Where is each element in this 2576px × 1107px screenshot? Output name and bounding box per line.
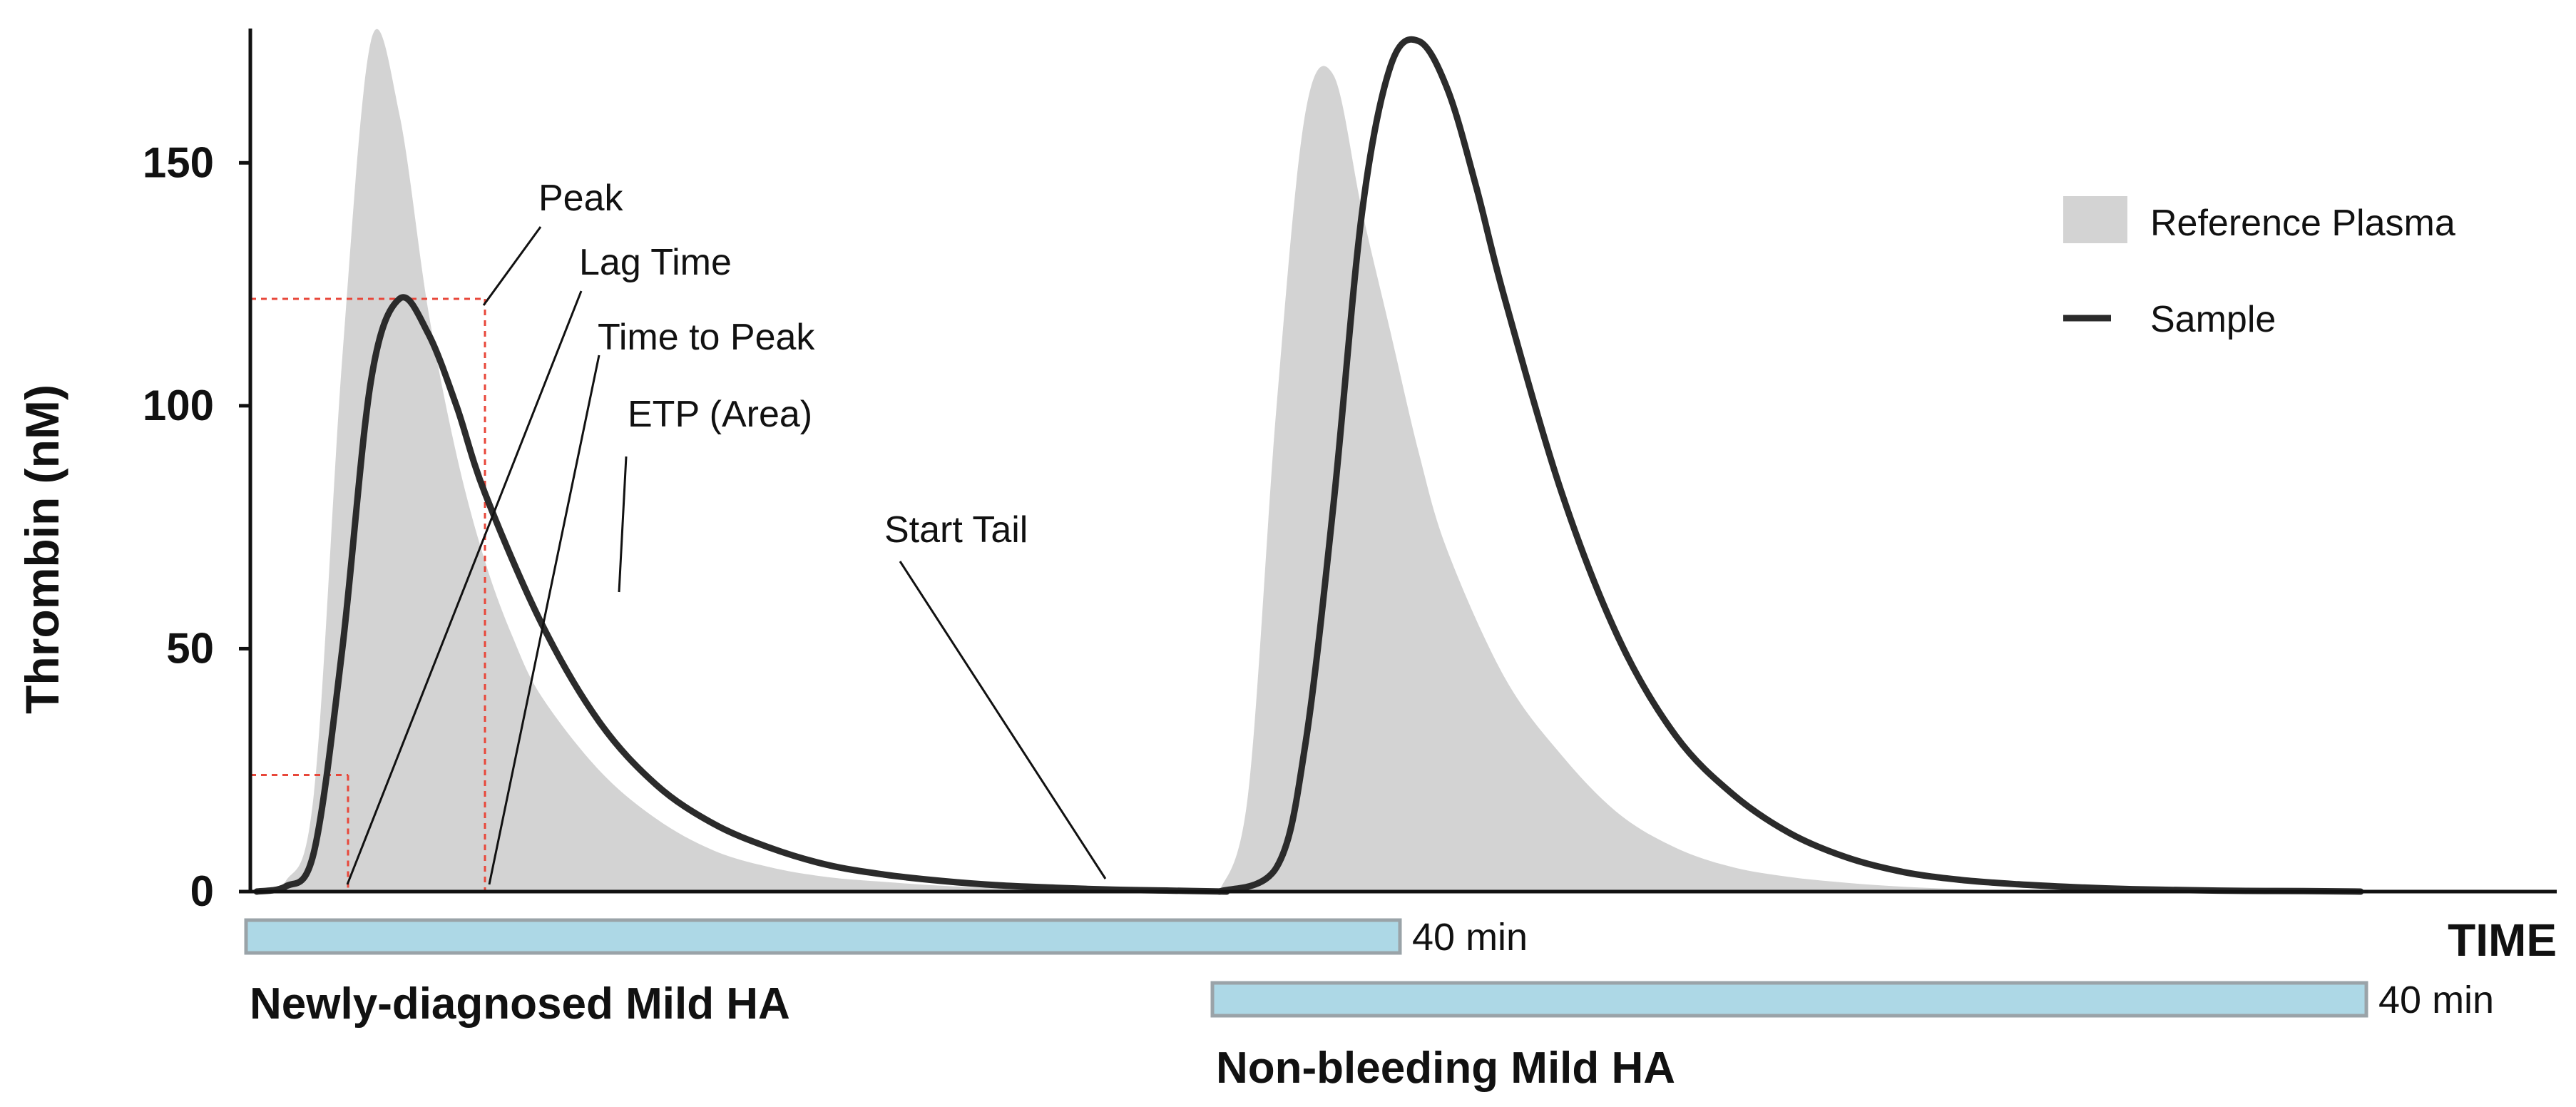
etp-leader-line — [618, 456, 628, 593]
duration-label-newly-diagnosed: 40 min — [1412, 916, 1528, 959]
duration-bar-newly-diagnosed — [244, 918, 1402, 955]
annotations — [346, 226, 1107, 885]
reference-plasma-areas — [257, 29, 2361, 892]
reference-plasma-area-panel-2 — [1220, 66, 2361, 892]
sample-curves — [253, 36, 2364, 895]
legend-label-sample: Sample — [2150, 299, 2276, 340]
y-tick-label-50: 50 — [166, 624, 214, 672]
guide-lines — [250, 297, 486, 892]
sample-curve-panel-1 — [253, 294, 1230, 895]
lag-time-label: Lag Time — [579, 242, 732, 283]
peak-label: Peak — [538, 178, 624, 219]
y-tick-label-100: 100 — [143, 382, 214, 429]
y-tick-label-0: 0 — [190, 867, 214, 915]
reference-plasma-area-panel-1 — [257, 29, 1398, 892]
legend: Reference Plasma Sample — [2063, 196, 2455, 340]
start-tail-label: Start Tail — [884, 509, 1028, 551]
time-to-peak-label: Time to Peak — [598, 317, 815, 358]
sample-curve-panel-2 — [1216, 36, 2364, 895]
lag-time-leader-line — [346, 290, 583, 885]
duration-bar-non-bleeding — [1210, 981, 2368, 1018]
peak-leader-line — [482, 226, 542, 306]
etp-label: ETP (Area) — [628, 394, 812, 435]
y-ticks: 0 50 100 150 — [143, 138, 250, 915]
legend-label-reference: Reference Plasma — [2150, 203, 2455, 244]
legend-swatch-reference — [2063, 196, 2127, 243]
x-axis-title: TIME — [2448, 914, 2557, 966]
time-to-peak-leader-line — [488, 354, 600, 885]
group-label-non-bleeding: Non-bleeding Mild HA — [1216, 1044, 1675, 1093]
group-label-newly-diagnosed: Newly-diagnosed Mild HA — [250, 979, 790, 1029]
start-tail-leader-line — [899, 561, 1107, 879]
y-axis-title: Thrombin (nM) — [16, 384, 68, 714]
y-tick-label-150: 150 — [143, 138, 214, 186]
duration-label-non-bleeding: 40 min — [2378, 979, 2494, 1021]
